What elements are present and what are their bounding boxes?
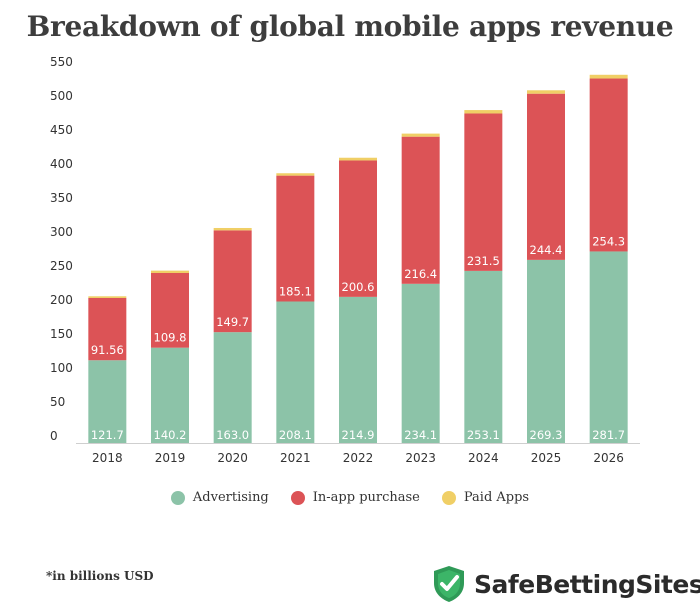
x-tick-label: 2018 — [92, 451, 123, 465]
x-tick-label: 2026 — [593, 451, 624, 465]
footnote: *in billions USD — [46, 569, 154, 583]
bar-advertising[interactable] — [213, 332, 252, 443]
bar-paid-apps[interactable] — [464, 110, 503, 114]
bar-in-app-purchase[interactable] — [276, 175, 315, 302]
bar-paid-apps[interactable] — [401, 133, 440, 137]
bar-paid-apps[interactable] — [276, 173, 315, 176]
bar-in-app-purchase[interactable] — [339, 160, 377, 297]
bar-paid-apps[interactable] — [527, 90, 565, 94]
data-label: 121.7 — [91, 428, 124, 442]
data-label: 163.0 — [216, 428, 249, 442]
bar-paid-apps[interactable] — [339, 157, 377, 161]
data-label: 234.1 — [404, 428, 437, 442]
bar-in-app-purchase[interactable] — [527, 93, 565, 260]
legend-label-in-app-purchase: In-app purchase — [312, 490, 420, 505]
data-label: 149.7 — [216, 315, 249, 329]
y-tick-label: 250 — [50, 259, 73, 273]
y-tick-label: 400 — [50, 157, 73, 171]
bar-advertising[interactable] — [401, 283, 440, 443]
x-tick-label: 2025 — [531, 451, 562, 465]
brand-name: SafeBettingSites — [474, 569, 700, 599]
y-tick-label: 50 — [50, 395, 65, 409]
bar-paid-apps[interactable] — [151, 270, 189, 273]
legend-label-advertising: Advertising — [192, 490, 269, 505]
bar-in-app-purchase[interactable] — [151, 273, 189, 348]
x-tick-label: 2022 — [343, 451, 374, 465]
y-tick-label: 200 — [50, 293, 73, 307]
data-label: 91.56 — [91, 343, 124, 357]
bar-advertising[interactable] — [339, 296, 377, 443]
data-label: 281.7 — [592, 428, 625, 442]
bar-advertising[interactable] — [527, 259, 565, 443]
bar-advertising[interactable] — [464, 270, 503, 443]
data-label: 253.1 — [467, 428, 500, 442]
y-tick-label: 150 — [50, 327, 73, 341]
data-label: 109.8 — [154, 331, 187, 345]
x-tick-label: 2019 — [155, 451, 186, 465]
data-label: 185.1 — [279, 284, 312, 298]
bar-in-app-purchase[interactable] — [401, 136, 440, 284]
y-tick-label: 350 — [50, 191, 73, 205]
data-label: 200.6 — [342, 280, 375, 294]
bar-paid-apps[interactable] — [213, 227, 252, 231]
bar-advertising[interactable] — [151, 347, 189, 443]
bar-advertising[interactable] — [276, 301, 315, 443]
brand-logo: SafeBettingSites — [432, 565, 700, 603]
bar-in-app-purchase[interactable] — [213, 230, 252, 333]
legend-swatch-in-app-purchase — [290, 490, 305, 505]
legend-label-paid-apps: Paid Apps — [463, 490, 530, 505]
y-tick-label: 500 — [50, 89, 73, 103]
bar-paid-apps[interactable] — [88, 296, 127, 298]
data-label: 140.2 — [154, 428, 187, 442]
bar-in-app-purchase[interactable] — [88, 297, 127, 361]
stacked-bar-chart: 0 50 100 150 200 250 300 350 400 450 500 550 121.7 9… — [50, 55, 640, 465]
bar-in-app-purchase[interactable] — [589, 78, 628, 252]
x-tick-label: 2020 — [217, 451, 248, 465]
y-axis: 0 50 100 150 200 250 300 350 400 450 500 550 — [50, 55, 73, 443]
bars: 121.7 91.56 140.2 109.8 163.0 149.7 208.1 185.1… — [88, 74, 628, 443]
data-label: 231.5 — [467, 254, 500, 268]
data-label: 244.4 — [530, 243, 563, 257]
legend-swatch-paid-apps — [441, 490, 456, 505]
data-label: 208.1 — [279, 428, 312, 442]
shield-check-icon — [434, 566, 464, 602]
x-tick-label: 2021 — [280, 451, 311, 465]
y-tick-label: 550 — [50, 55, 73, 69]
legend: Advertising In-app purchase Paid Apps — [0, 490, 700, 505]
data-label: 254.3 — [592, 234, 625, 248]
x-tick-label: 2023 — [405, 451, 436, 465]
chart-title: Breakdown of global mobile apps revenue — [26, 10, 674, 43]
y-tick-label: 450 — [50, 123, 73, 137]
legend-item-paid-apps[interactable]: Paid Apps — [441, 490, 530, 505]
legend-item-advertising[interactable]: Advertising — [170, 490, 269, 505]
bar-advertising[interactable] — [88, 360, 127, 443]
y-tick-label: 100 — [50, 361, 73, 375]
bar-paid-apps[interactable] — [589, 74, 628, 79]
y-tick-label: 0 — [50, 429, 58, 443]
data-label: 214.9 — [342, 428, 375, 442]
x-tick-label: 2024 — [468, 451, 499, 465]
data-label: 269.3 — [530, 428, 563, 442]
bar-in-app-purchase[interactable] — [464, 113, 503, 271]
legend-item-in-app-purchase[interactable]: In-app purchase — [290, 490, 420, 505]
x-axis: 2018 2019 2020 2021 2022 2023 2024 2025 2026 — [76, 443, 640, 465]
y-tick-label: 300 — [50, 225, 73, 239]
data-label: 216.4 — [404, 267, 437, 281]
bar-advertising[interactable] — [589, 251, 628, 443]
legend-swatch-advertising — [170, 490, 185, 505]
